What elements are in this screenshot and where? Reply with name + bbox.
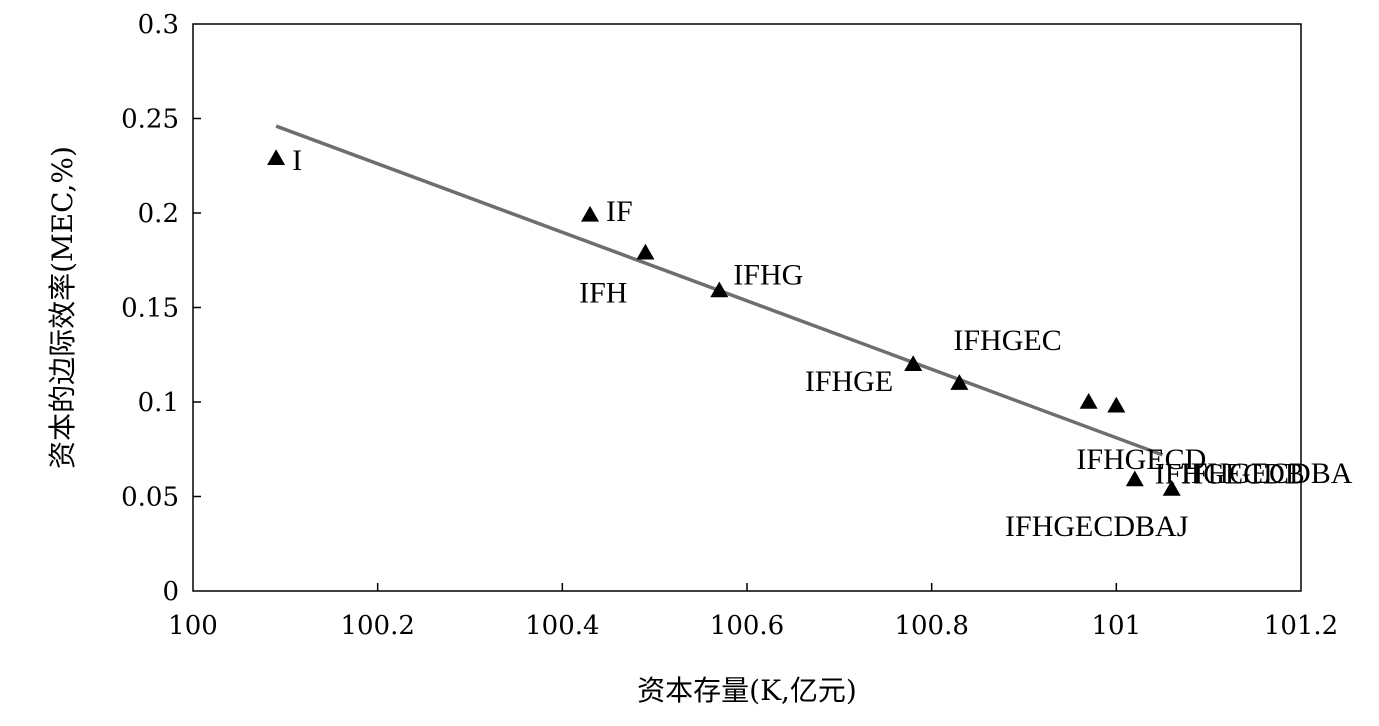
data-point-marker <box>904 355 923 371</box>
x-tick-label: 100.8 <box>894 611 968 641</box>
data-point-marker <box>636 243 655 260</box>
points-layer <box>267 149 1181 496</box>
x-axis-title: 资本存量(K,亿元) <box>637 674 857 707</box>
point-label: IFHGECD <box>1076 443 1206 476</box>
y-tick-label: 0.1 <box>138 388 179 418</box>
point-labels-layer: IIFIFHIFHGIFHGEIFHGECIFHGECDIFHGECDBIFHG… <box>292 144 1353 543</box>
y-tick-label: 0.05 <box>121 483 179 513</box>
point-label: IFHGEC <box>953 324 1061 357</box>
axes: 100 100.2 100.4 100.6 100.8 101 101.2 0 0.05 0.1 0… <box>121 10 1338 641</box>
data-point-marker <box>1107 396 1126 413</box>
data-point-marker <box>950 374 969 390</box>
x-tick-label: 100 <box>168 611 218 641</box>
data-point-marker <box>1162 479 1181 496</box>
x-tick-label: 100.6 <box>710 611 784 641</box>
point-label: IFHGECDBAJ <box>1005 510 1189 543</box>
y-tick-label: 0 <box>162 577 179 607</box>
x-tick-label: 100.4 <box>525 611 599 641</box>
data-point-marker <box>710 281 729 298</box>
point-label: IFH <box>579 277 627 310</box>
x-tick-label: 101 <box>1092 611 1142 641</box>
point-label: IFHGECDBA <box>1181 457 1353 490</box>
point-label: IF <box>606 195 633 228</box>
y-axis-title: 资本的边际效率(MEC,%) <box>46 146 79 469</box>
data-point-marker <box>1125 470 1144 487</box>
data-point-marker <box>1079 393 1098 409</box>
point-label: IFHGECDB <box>1155 457 1305 490</box>
point-label: IFHG <box>733 258 803 291</box>
point-label: IFHGE <box>805 365 893 398</box>
x-tick-label: 100.2 <box>340 611 414 641</box>
plot-frame <box>192 23 1302 592</box>
y-tick-label: 0.2 <box>138 199 179 229</box>
y-tick-label: 0.15 <box>121 294 179 324</box>
data-point-marker <box>267 149 286 165</box>
point-label: I <box>292 144 302 177</box>
y-tick-label: 0.3 <box>138 10 179 40</box>
x-tick-label: 101.2 <box>1264 611 1338 641</box>
y-tick-label: 0.25 <box>121 105 179 135</box>
data-point-marker <box>581 205 600 222</box>
